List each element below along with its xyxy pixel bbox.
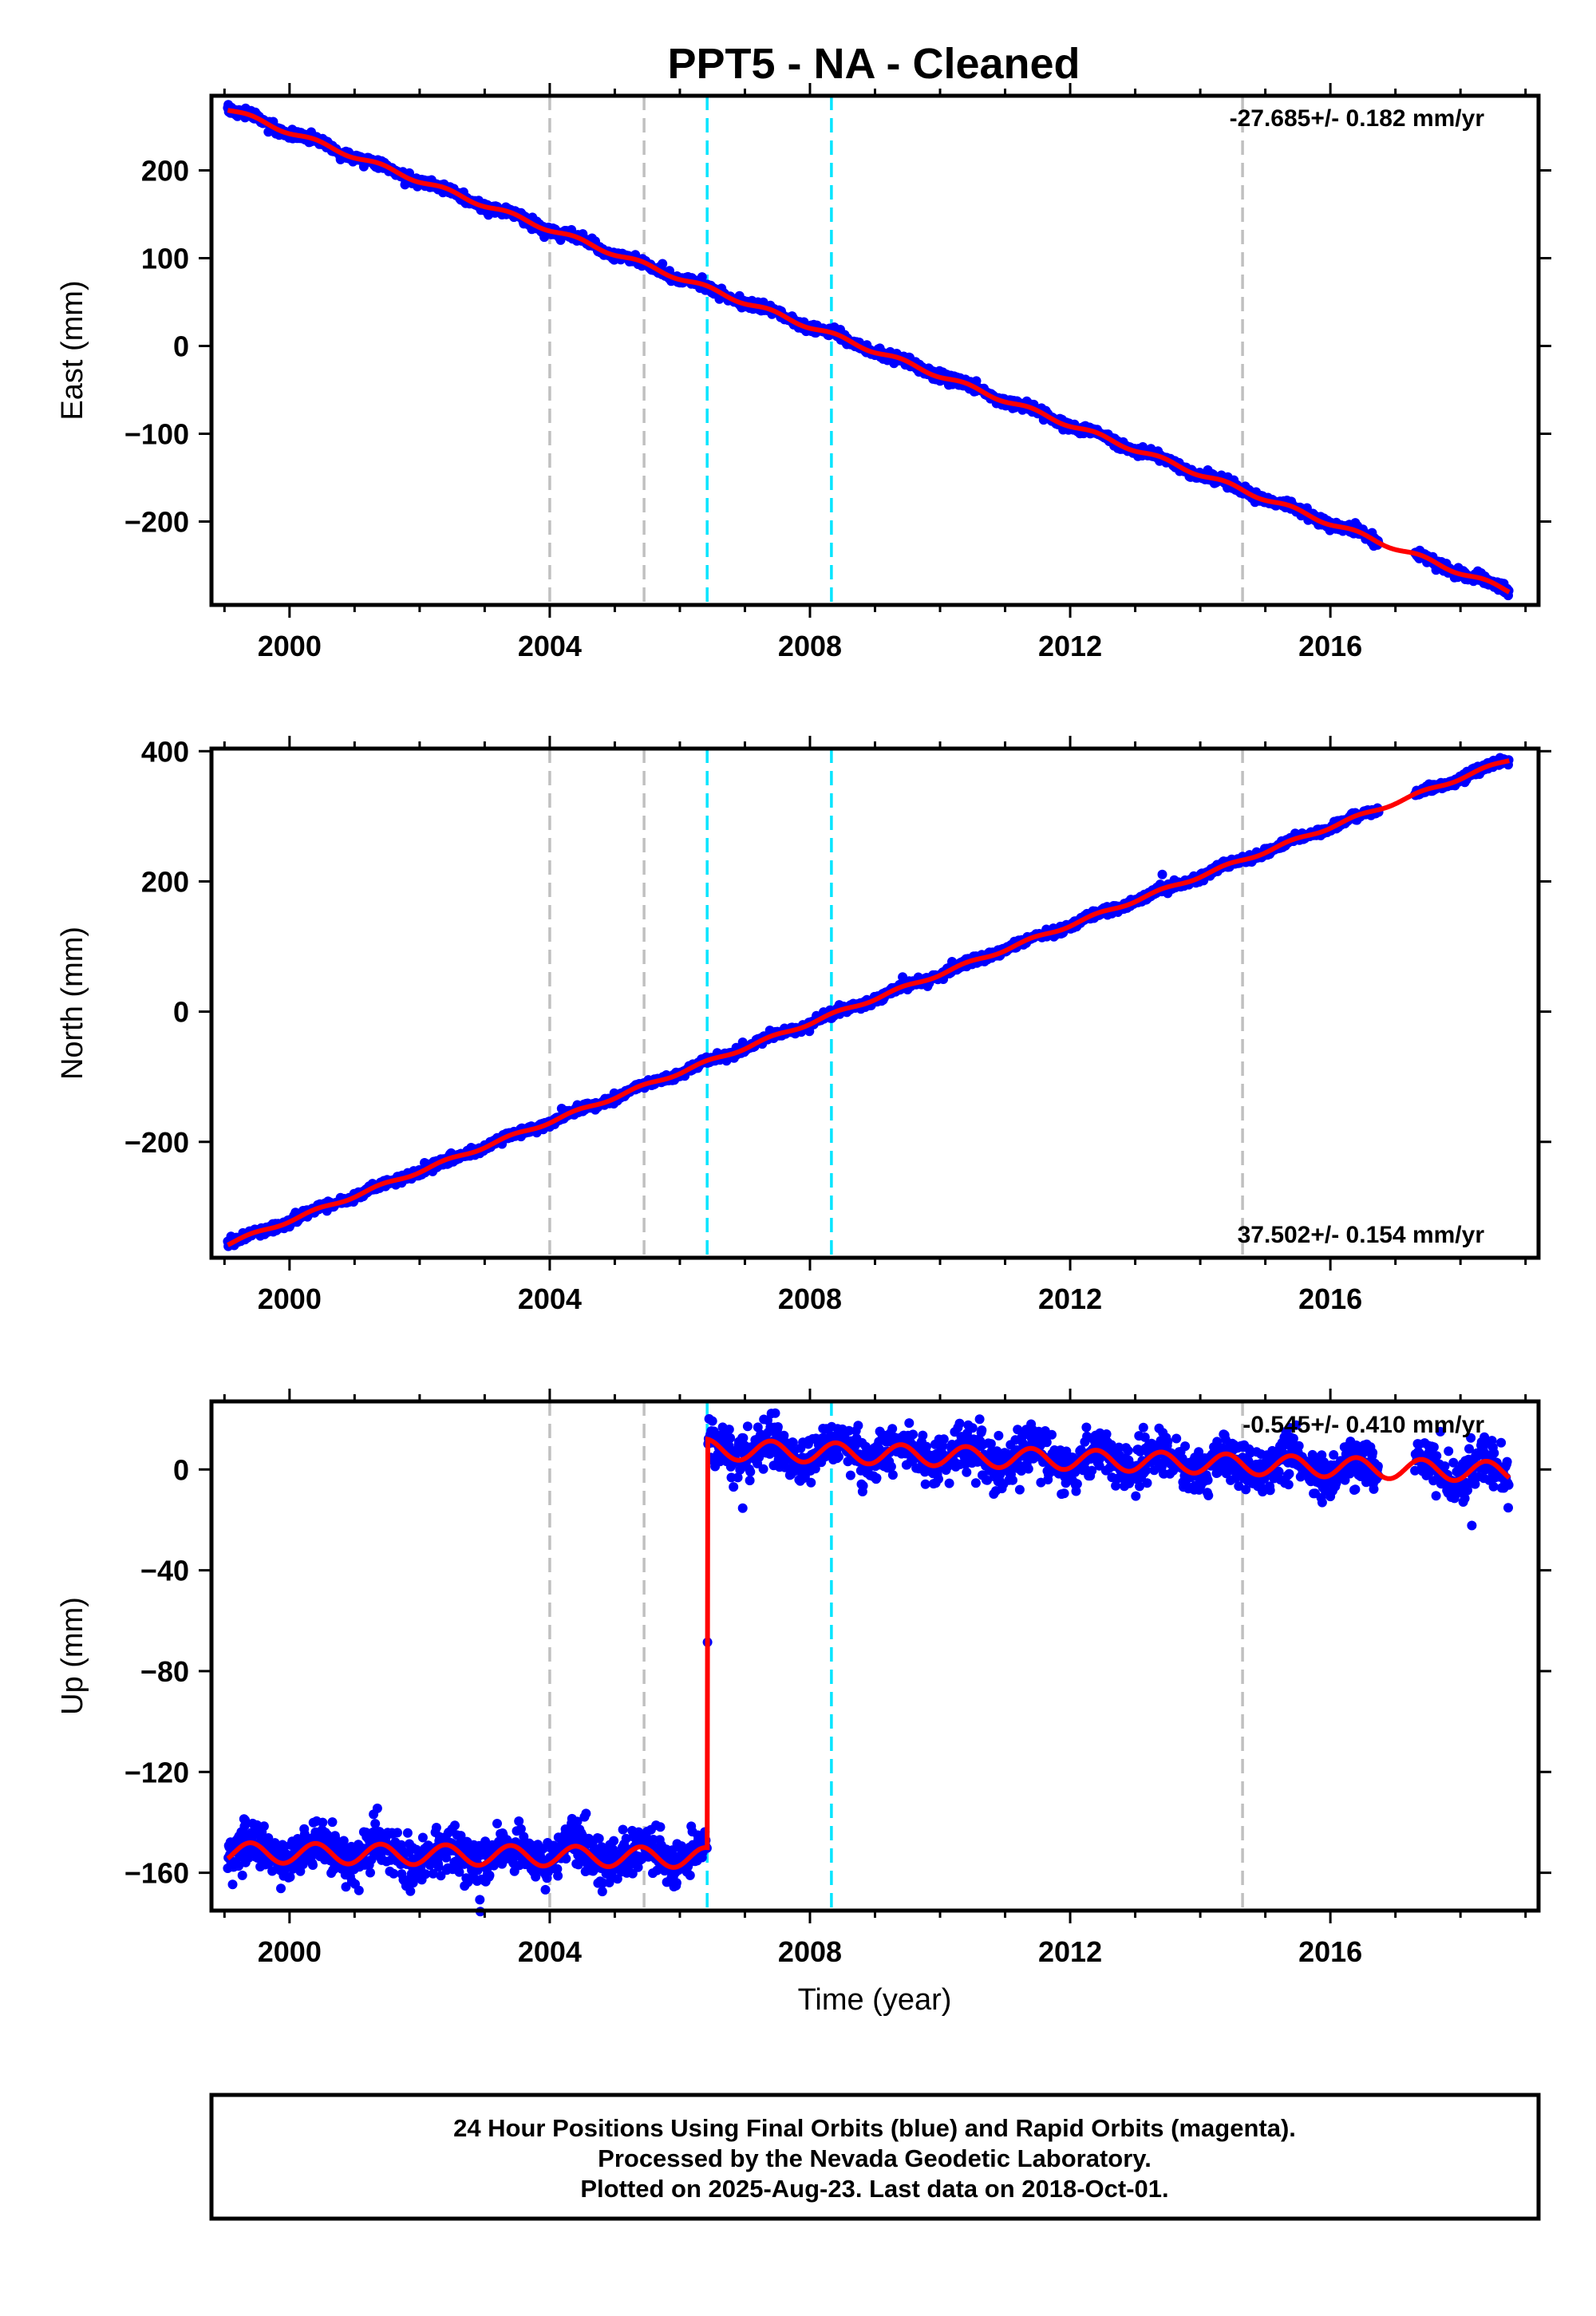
y-tick-label: −200	[124, 1126, 189, 1159]
data-point	[354, 1885, 364, 1895]
data-point	[227, 1879, 238, 1890]
x-tick-label: 2008	[778, 1282, 842, 1315]
y-tick-label: 200	[141, 155, 189, 188]
data-point	[658, 259, 668, 269]
data-point	[1157, 869, 1167, 879]
x-tick-label: 2016	[1298, 630, 1362, 662]
x-tick-label: 2008	[778, 630, 842, 662]
data-point	[237, 1870, 247, 1880]
x-tick-label: 2004	[518, 630, 582, 662]
y-tick-label: 200	[141, 865, 189, 898]
data-point	[276, 1883, 286, 1894]
y-tick-label: −200	[124, 506, 189, 539]
x-tick-label: 2000	[258, 1282, 322, 1315]
north-ylabel: North (mm)	[56, 927, 89, 1080]
y-tick-label: 400	[141, 735, 189, 768]
east-axes: 2000 2004 2008 2012 2016 200 100 0 −100 −200	[124, 83, 1551, 662]
chart-title: PPT5 - NA - Cleaned	[667, 40, 1080, 88]
y-tick-label: 0	[173, 330, 189, 363]
x-tick-label: 2000	[258, 630, 322, 662]
x-tick-label: 2012	[1038, 1282, 1102, 1315]
east-model-line	[227, 108, 1511, 595]
panel-east: 2000 2004 2008 2012 2016 200 100 0 −100 −200 East…	[56, 83, 1551, 662]
y-tick-label: −100	[124, 418, 189, 451]
north-model-line	[227, 758, 1511, 1247]
data-point	[259, 1821, 269, 1832]
data-point	[308, 1860, 318, 1870]
data-point	[327, 1817, 338, 1828]
east-ylabel: East (mm)	[56, 280, 89, 420]
data-point	[318, 1817, 328, 1828]
y-tick-label: 0	[173, 996, 189, 1029]
x-tick-label: 2012	[1038, 630, 1102, 662]
up-points	[223, 1408, 1514, 1917]
y-tick-label: 100	[141, 243, 189, 275]
x-tick-label: 2016	[1298, 1282, 1362, 1315]
east-rate-label: -27.685+/- 0.182 mm/yr	[1230, 105, 1485, 132]
north-vlines	[548, 749, 1244, 1258]
x-tick-label: 2004	[518, 1282, 582, 1315]
east-vlines	[548, 96, 1244, 605]
north-rate-label: 37.502+/- 0.154 mm/yr	[1238, 1222, 1485, 1248]
